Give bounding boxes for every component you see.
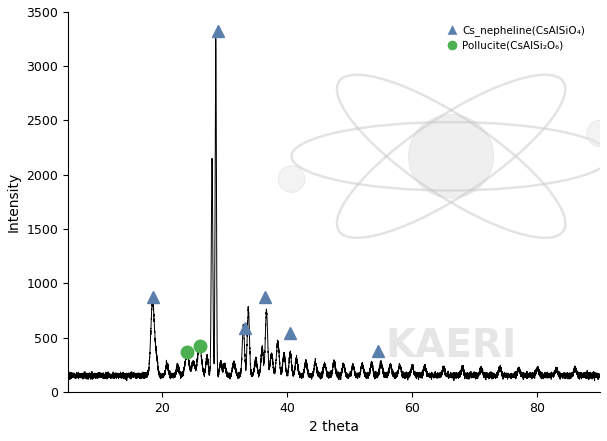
X-axis label: 2 theta: 2 theta xyxy=(309,420,359,434)
Legend: Cs_nepheline(CsAlSiO₄), Pollucite(CsAlSi₂O₆): Cs_nepheline(CsAlSiO₄), Pollucite(CsAlSi… xyxy=(443,21,589,54)
Y-axis label: Intensity: Intensity xyxy=(7,172,21,232)
Text: KAERI: KAERI xyxy=(385,327,517,365)
Ellipse shape xyxy=(409,115,493,198)
Ellipse shape xyxy=(278,166,305,192)
Ellipse shape xyxy=(587,120,607,147)
